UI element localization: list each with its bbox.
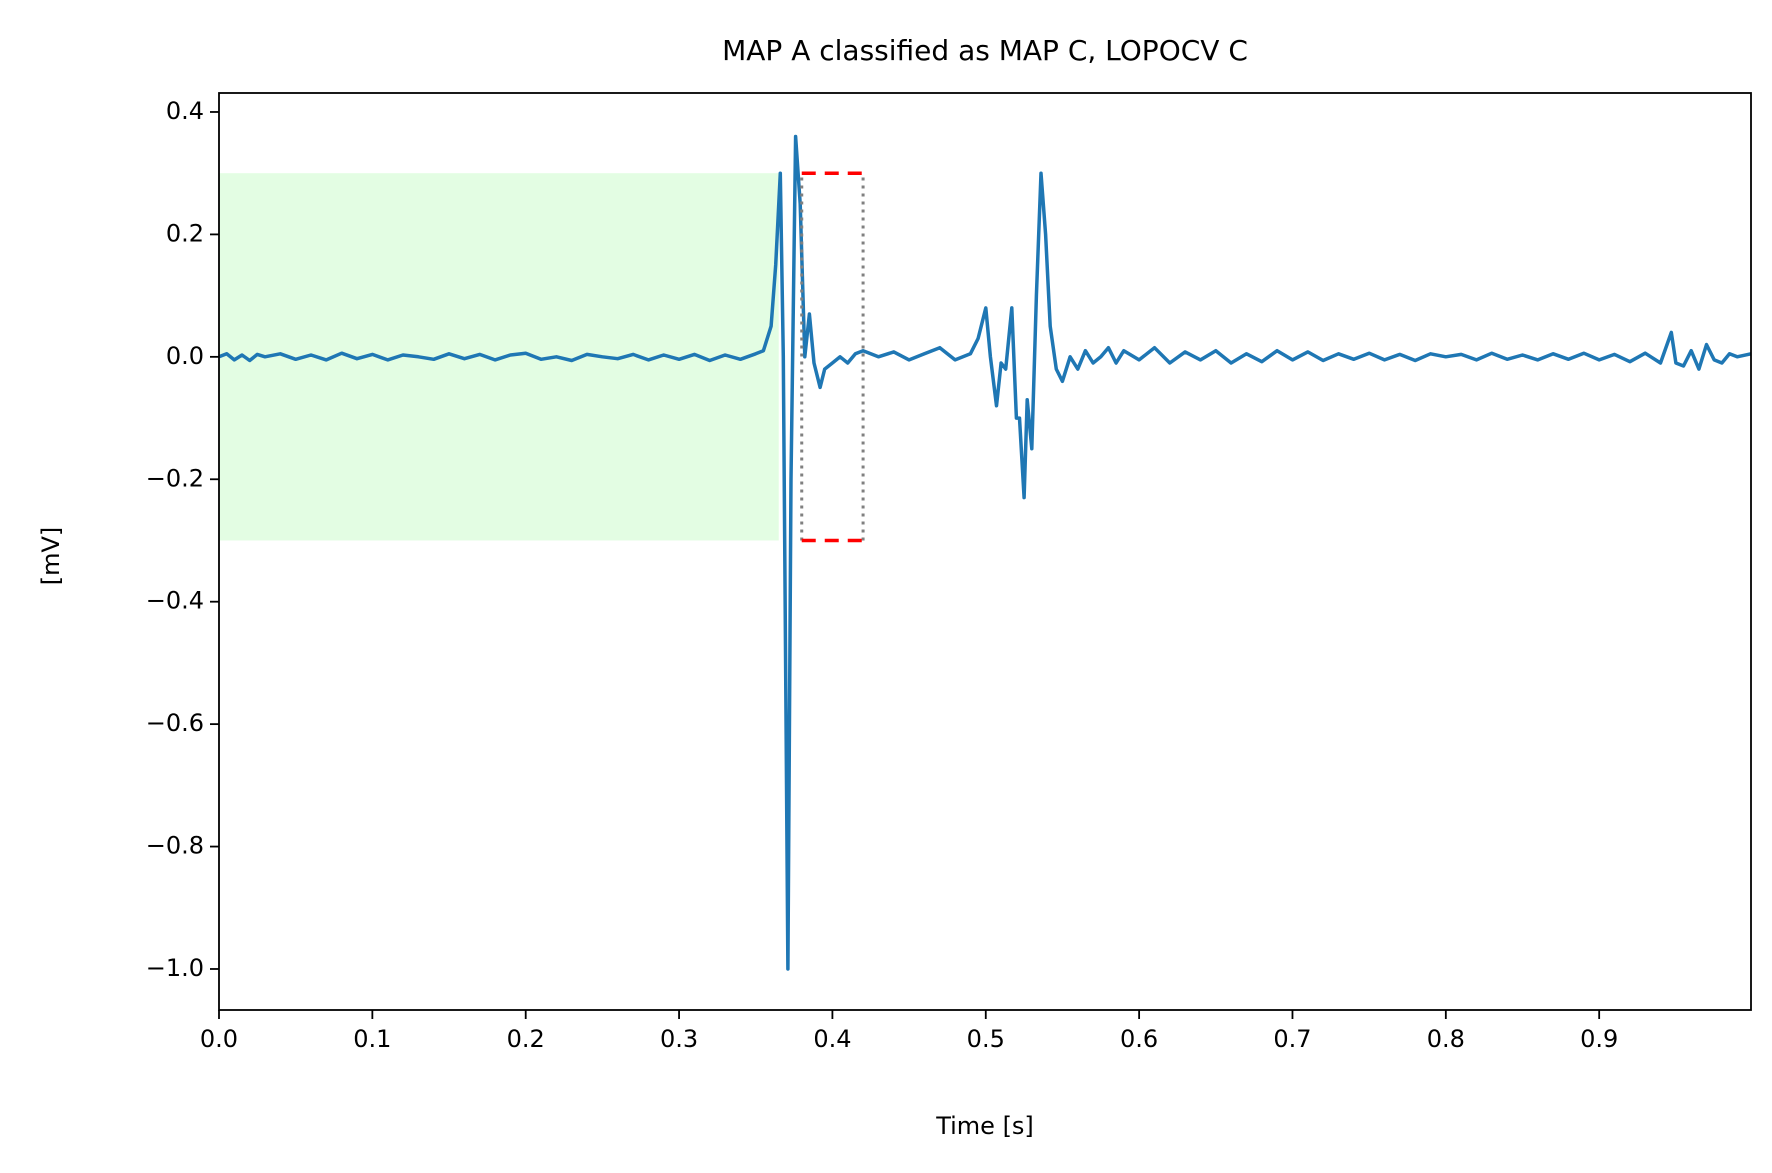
x-tick-label: 0.9 <box>1580 1025 1618 1053</box>
x-tick-label: 0.8 <box>1427 1025 1465 1053</box>
signal-line <box>218 134 1752 971</box>
y-tick-label: −0.4 <box>146 587 204 615</box>
x-tick-label: 0.6 <box>1120 1025 1158 1053</box>
x-tick-label: 0.1 <box>353 1025 391 1053</box>
y-axis-label: [mV] <box>37 527 65 586</box>
x-tick-label: 0.3 <box>660 1025 698 1053</box>
x-axis-label: Time [s] <box>935 1112 1034 1140</box>
x-tick-label: 0.5 <box>967 1025 1005 1053</box>
x-tick-label: 0.7 <box>1273 1025 1311 1053</box>
y-tick-label: −1.0 <box>146 954 204 982</box>
y-tick-label: 0.4 <box>166 97 204 125</box>
x-tick-label: 0.2 <box>507 1025 545 1053</box>
y-tick-label: 0.0 <box>166 342 204 370</box>
x-tick-label: 0.4 <box>813 1025 851 1053</box>
y-tick-label: −0.8 <box>146 832 204 860</box>
y-tick-label: −0.2 <box>146 464 204 492</box>
y-tick-label: 0.2 <box>166 219 204 247</box>
x-tick-label: 0.0 <box>200 1025 238 1053</box>
chart-title: MAP A classified as MAP C, LOPOCV C <box>722 34 1248 67</box>
y-tick-label: −0.6 <box>146 709 204 737</box>
